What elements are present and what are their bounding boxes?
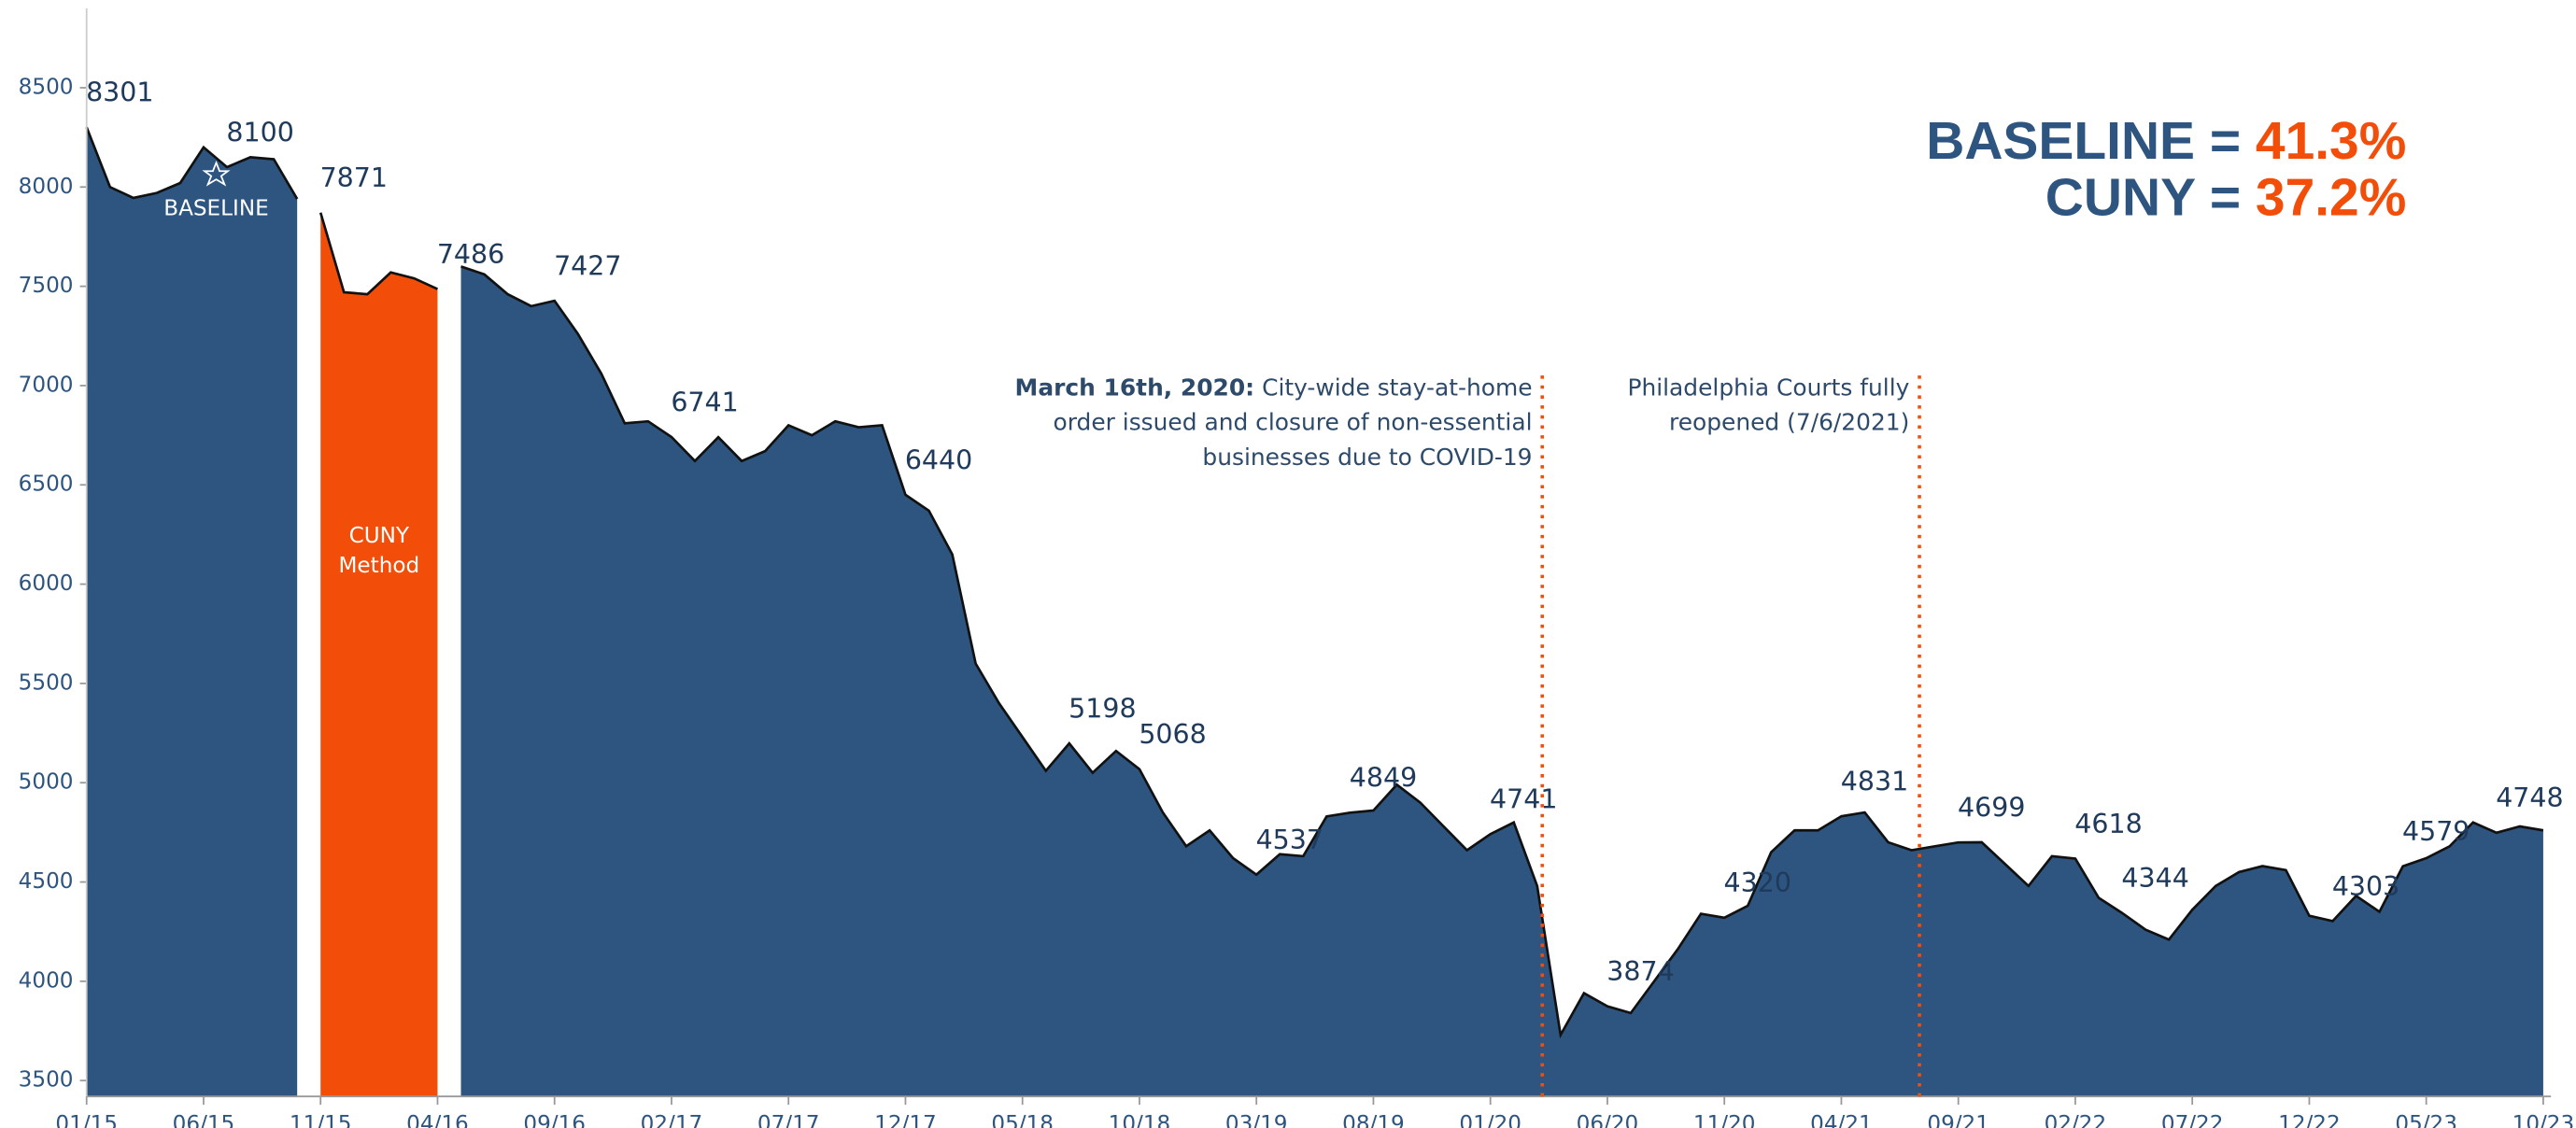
annotation-line-text: order issued and closure of non-essentia… bbox=[1054, 409, 1533, 436]
x-tick-label: 01/15 bbox=[55, 1112, 118, 1128]
segment-label: BASELINE bbox=[163, 197, 269, 221]
x-tick-label: 01/20 bbox=[1459, 1112, 1522, 1128]
y-tick-label: 8500 bbox=[19, 75, 74, 99]
x-tick-label: 07/22 bbox=[2161, 1112, 2224, 1128]
segment-label: CUNY bbox=[349, 524, 410, 548]
area bbox=[320, 212, 438, 1097]
annotation-text: reopened (7/6/2021) bbox=[1669, 409, 1909, 436]
rate-value: 41.3% bbox=[2256, 111, 2406, 171]
annotation-bold: March 16th, 2020: bbox=[1015, 374, 1255, 401]
y-tick-label: 7500 bbox=[19, 274, 74, 298]
x-tick-label: 12/17 bbox=[874, 1112, 937, 1128]
data-label: 4741 bbox=[1490, 784, 1557, 815]
x-tick-label: 05/18 bbox=[991, 1112, 1054, 1128]
area bbox=[86, 127, 298, 1097]
annotation-text: businesses due to COVID-19 bbox=[1202, 444, 1532, 471]
y-tick-label: 7000 bbox=[19, 373, 74, 397]
rate: CUNY = 37.2% bbox=[2045, 167, 2407, 227]
rate-label: CUNY = bbox=[2045, 167, 2256, 227]
x-tick-label: 04/21 bbox=[1810, 1112, 1873, 1128]
y-tick-label: 6500 bbox=[19, 472, 74, 497]
data-label: 4849 bbox=[1350, 763, 1417, 794]
segment-label: Method bbox=[339, 554, 420, 578]
area-outline bbox=[460, 265, 2544, 1039]
x-tick-label: 04/16 bbox=[406, 1112, 469, 1128]
x-tick-label: 09/16 bbox=[523, 1112, 586, 1128]
x-tick-label: 12/22 bbox=[2278, 1112, 2341, 1128]
x-tick-label: 06/15 bbox=[173, 1112, 235, 1128]
data-label: 4303 bbox=[2332, 871, 2399, 902]
y-tick-label: 8000 bbox=[19, 175, 74, 199]
annotation-line-text: Philadelphia Courts fully bbox=[1627, 374, 1909, 401]
area-outline bbox=[318, 212, 439, 296]
data-label: 7486 bbox=[437, 239, 504, 270]
x-tick-label: 06/20 bbox=[1577, 1112, 1639, 1128]
area bbox=[460, 266, 2543, 1097]
annotation-line-text: businesses due to COVID-19 bbox=[1202, 444, 1532, 471]
data-label: 8301 bbox=[86, 78, 153, 108]
x-tick-label: 07/17 bbox=[757, 1112, 820, 1128]
y-tick-label: 5000 bbox=[19, 770, 74, 795]
annotation-text: order issued and closure of non-essentia… bbox=[1054, 409, 1533, 436]
x-tick-label: 02/17 bbox=[641, 1112, 703, 1128]
annotation-text: March 16th, 2020: City-wide stay-at-home bbox=[1015, 374, 1533, 401]
y-tick-label: 4500 bbox=[19, 869, 74, 894]
x-tick-label: 10/23 bbox=[2512, 1112, 2575, 1128]
y-tick-label: 4000 bbox=[19, 968, 74, 993]
x-tick-label: 08/19 bbox=[1342, 1112, 1405, 1128]
data-label: 3874 bbox=[1606, 956, 1674, 987]
data-label: 5068 bbox=[1139, 719, 1206, 750]
data-label: 4831 bbox=[1841, 767, 1908, 797]
y-tick-label: 6000 bbox=[19, 571, 74, 596]
data-label: 4748 bbox=[2496, 783, 2563, 813]
data-label: 8100 bbox=[226, 117, 293, 148]
star-icon bbox=[202, 160, 231, 187]
rate-value: 37.2% bbox=[2256, 167, 2406, 227]
annotation-line-text: City-wide stay-at-home bbox=[1262, 374, 1532, 401]
annotation-line-text: reopened (7/6/2021) bbox=[1669, 409, 1909, 436]
x-tick-label: 11/20 bbox=[1693, 1112, 1756, 1128]
x-tick-label: 03/19 bbox=[1225, 1112, 1288, 1128]
area-outline bbox=[85, 126, 299, 200]
x-tick-label: 09/21 bbox=[1927, 1112, 1989, 1128]
data-label: 6440 bbox=[905, 444, 972, 475]
y-tick-label: 5500 bbox=[19, 670, 74, 695]
data-label: 4344 bbox=[2121, 863, 2188, 894]
data-label: 4537 bbox=[1256, 825, 1323, 855]
data-label: 4320 bbox=[1724, 867, 1791, 898]
data-label: 7871 bbox=[320, 162, 388, 193]
annotation-text: Philadelphia Courts fully bbox=[1627, 374, 1909, 401]
data-label: 5198 bbox=[1069, 694, 1136, 725]
rate-label: BASELINE = bbox=[1926, 111, 2256, 171]
x-tick-label: 11/15 bbox=[290, 1112, 352, 1128]
data-label: 4699 bbox=[1958, 793, 2025, 824]
x-tick-label: 02/22 bbox=[2045, 1112, 2107, 1128]
data-label: 4579 bbox=[2402, 816, 2470, 847]
data-label: 7427 bbox=[554, 251, 621, 282]
x-tick-label: 05/23 bbox=[2395, 1112, 2457, 1128]
y-tick-label: 3500 bbox=[19, 1068, 74, 1093]
data-label: 6741 bbox=[671, 387, 738, 417]
x-tick-label: 10/18 bbox=[1109, 1112, 1171, 1128]
rate: BASELINE = 41.3% bbox=[1926, 111, 2406, 171]
data-label: 4618 bbox=[2074, 809, 2142, 839]
